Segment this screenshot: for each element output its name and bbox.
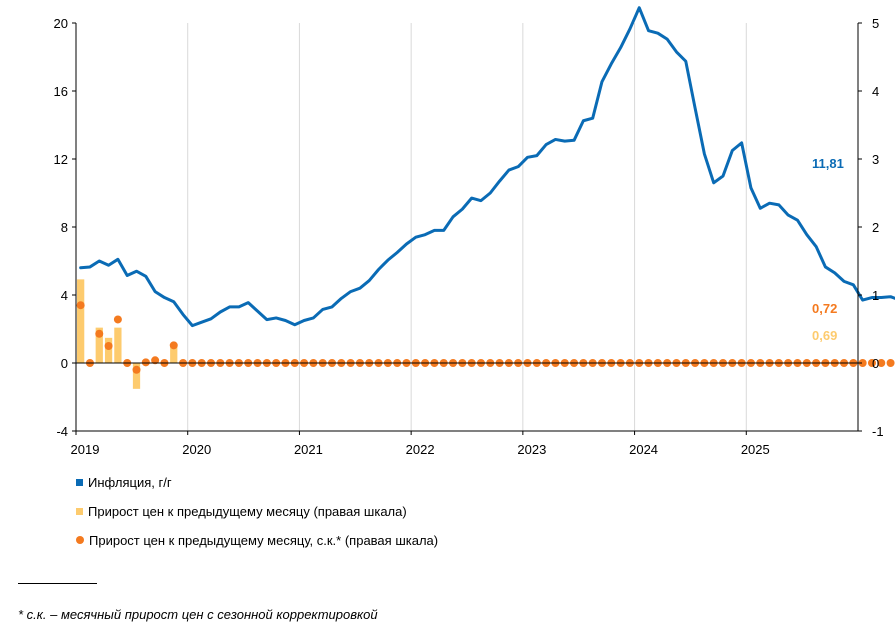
right-axis-ticks: -1 0 1 2 3 4 5 <box>858 16 884 439</box>
right-tick-label: 4 <box>872 84 879 99</box>
left-tick-label: 4 <box>61 288 68 303</box>
bar <box>77 279 85 363</box>
end-label: 11,81 <box>812 156 844 171</box>
right-tick-label: 3 <box>872 152 879 167</box>
point <box>132 365 141 374</box>
footnote: * с.к. – месячный прирост цен с сезонной… <box>18 607 378 622</box>
bar <box>95 327 103 363</box>
end-labels: 11,81 0,72 0,69 <box>812 156 844 343</box>
point <box>886 359 895 367</box>
left-tick-label: 8 <box>61 220 68 235</box>
right-tick-label: 2 <box>872 220 879 235</box>
x-tick-label: 2021 <box>294 442 323 457</box>
point <box>76 301 85 310</box>
legend-item-monthly: Прирост цен к предыдущему месяцу (правая… <box>76 503 438 519</box>
left-tick-label: 16 <box>54 84 68 99</box>
point <box>877 359 886 367</box>
x-tick-label: 2022 <box>406 442 435 457</box>
legend: Инфляция, г/г Прирост цен к предыдущему … <box>76 474 438 561</box>
legend-label-monthly: Прирост цен к предыдущему месяцу (правая… <box>88 503 407 519</box>
axes <box>75 23 859 432</box>
line-inflation-yoy <box>79 6 895 328</box>
right-tick-label: -1 <box>872 424 884 439</box>
x-tick-label: 2025 <box>741 442 770 457</box>
left-tick-label: 0 <box>61 356 68 371</box>
legend-swatch-monthly <box>76 507 83 515</box>
x-tick-label: 2023 <box>517 442 546 457</box>
point <box>113 315 122 324</box>
bar <box>104 337 113 363</box>
gridlines <box>187 23 859 431</box>
line-series-inflation <box>79 6 895 328</box>
legend-swatch-monthly-sa <box>76 536 84 544</box>
bar <box>170 346 178 363</box>
bar <box>114 327 122 363</box>
end-label: 0,69 <box>812 328 837 343</box>
right-tick-label: 5 <box>872 16 879 31</box>
right-tick-label: 0 <box>872 356 879 371</box>
x-tick-label: 2019 <box>71 442 100 457</box>
point <box>858 359 867 367</box>
point <box>95 329 104 338</box>
legend-label-monthly-sa: Прирост цен к предыдущему месяцу, с.к.* … <box>89 532 439 548</box>
x-axis-ticks: 2019 2020 2021 2022 2023 2024 2025 <box>71 431 770 457</box>
left-tick-label: 12 <box>54 152 68 167</box>
end-label: 0,72 <box>812 301 837 316</box>
legend-item-inflation: Инфляция, г/г <box>76 474 438 490</box>
left-tick-label: 20 <box>54 16 68 31</box>
points-monthly-change-sa <box>76 301 895 374</box>
bars-monthly-change <box>77 279 895 389</box>
legend-item-monthly-sa: Прирост цен к предыдущему месяцу, с.к.* … <box>76 532 438 548</box>
point <box>141 358 150 367</box>
point <box>104 342 113 350</box>
bar <box>132 363 141 389</box>
legend-swatch-inflation <box>76 478 83 486</box>
footnote-divider <box>18 583 97 584</box>
right-tick-label: 1 <box>872 288 879 303</box>
x-tick-label: 2024 <box>629 442 658 457</box>
point <box>867 359 876 367</box>
legend-label-inflation: Инфляция, г/г <box>88 474 172 490</box>
point <box>151 356 160 365</box>
point <box>169 341 178 350</box>
left-axis-ticks: -4 0 4 8 12 16 20 <box>54 16 76 439</box>
left-tick-label: -4 <box>56 424 68 439</box>
x-tick-label: 2020 <box>182 442 211 457</box>
